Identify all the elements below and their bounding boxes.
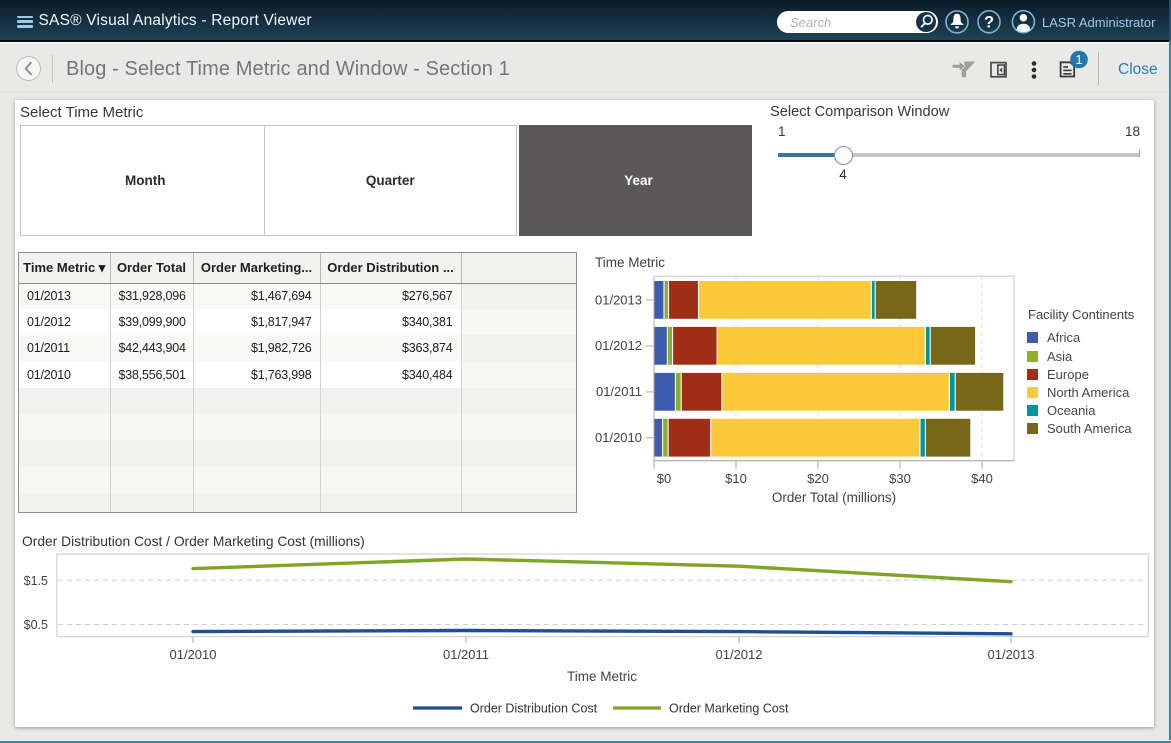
svg-text:$40: $40 <box>971 471 993 486</box>
svg-text:$10: $10 <box>725 471 747 486</box>
svg-text:$30: $30 <box>889 471 911 486</box>
svg-text:?: ? <box>984 13 994 31</box>
svg-text:$0: $0 <box>657 471 671 486</box>
svg-text:$20: $20 <box>807 471 829 486</box>
svg-text:Time Metric: Time Metric <box>567 669 637 684</box>
svg-text:01/2013: 01/2013 <box>988 647 1035 662</box>
svg-text:01/2010: 01/2010 <box>170 647 217 662</box>
svg-text:Order Total (millions): Order Total (millions) <box>772 490 896 505</box>
svg-text:01/2011: 01/2011 <box>596 384 642 399</box>
svg-text:01/2013: 01/2013 <box>595 292 642 307</box>
svg-text:01/2011: 01/2011 <box>443 647 489 662</box>
svg-text:01/2010: 01/2010 <box>595 430 642 445</box>
svg-text:01/2012: 01/2012 <box>716 647 763 662</box>
svg-text:01/2012: 01/2012 <box>595 338 642 353</box>
svg-text:$0.5: $0.5 <box>24 618 48 632</box>
svg-text:$1.5: $1.5 <box>24 574 48 588</box>
svg-text:1: 1 <box>1076 53 1083 67</box>
svg-text:Order Distribution Cost: Order Distribution Cost <box>470 702 598 716</box>
svg-text:Order Marketing Cost: Order Marketing Cost <box>669 702 789 716</box>
